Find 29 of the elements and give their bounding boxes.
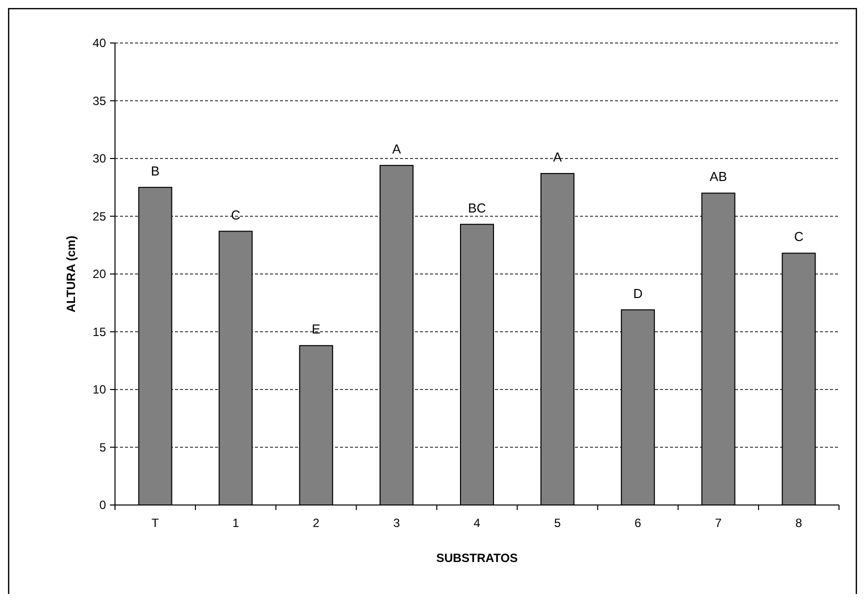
x-tick-label: 2 xyxy=(312,516,320,530)
y-axis-title: ALTURA (cm) xyxy=(64,236,78,312)
x-tick-label: T xyxy=(152,516,160,530)
x-axis-title: SUBSTRATOS xyxy=(436,551,518,565)
x-tick-label: 6 xyxy=(634,516,642,530)
y-tick-label: 40 xyxy=(92,36,106,50)
y-tick-label: 0 xyxy=(99,498,106,512)
x-tick-label: 7 xyxy=(714,516,722,530)
annotation: A xyxy=(553,150,562,165)
annotation: C xyxy=(794,229,804,244)
y-tick-label: 25 xyxy=(92,209,106,224)
y-tick-label: 5 xyxy=(99,440,106,454)
annotation: E xyxy=(312,322,321,337)
annotation: BC xyxy=(468,200,486,216)
annotation: B xyxy=(150,163,160,178)
y-tick-label: 30 xyxy=(92,152,106,166)
x-tick-label: 8 xyxy=(795,516,802,530)
annotation: D xyxy=(633,286,643,301)
annotation: AB xyxy=(710,169,728,184)
y-tick-label: 20 xyxy=(92,267,106,282)
annotation: A xyxy=(392,141,402,156)
annotation: C xyxy=(230,207,240,222)
x-tick-label: 4 xyxy=(474,516,481,530)
x-tick-label: 5 xyxy=(554,516,562,530)
y-tick-label: 15 xyxy=(92,324,106,339)
x-tick-label: 3 xyxy=(393,516,400,530)
x-tick-label: 1 xyxy=(232,516,240,530)
y-tick-label: 10 xyxy=(92,382,106,397)
y-tick-label: 35 xyxy=(92,94,106,108)
